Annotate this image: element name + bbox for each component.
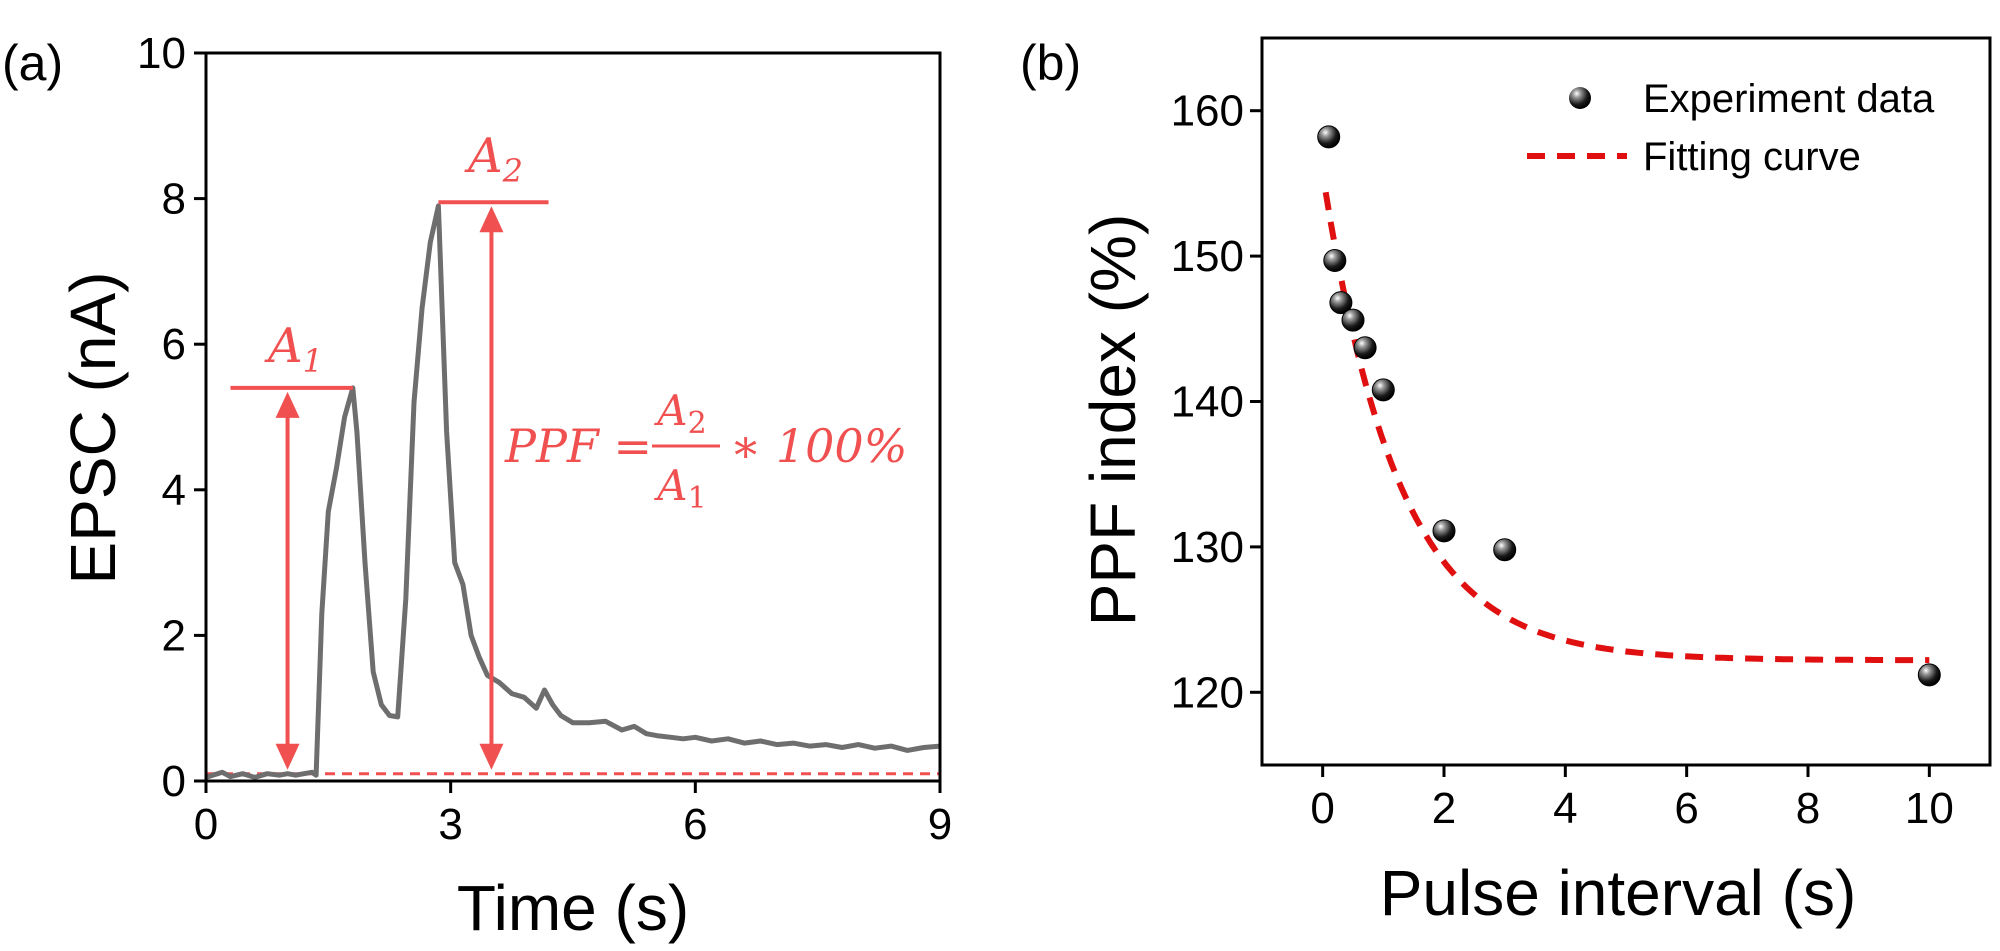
panel-b-xtick-label: 10 bbox=[1905, 784, 1954, 833]
formula-rhs: ∗ 100% bbox=[730, 419, 907, 473]
legend-marker-experiment bbox=[1569, 87, 1591, 109]
experiment-point bbox=[1432, 519, 1456, 543]
a1-label-base: A bbox=[264, 318, 303, 374]
panel-a-xtick-label: 3 bbox=[438, 800, 462, 849]
a1-label: A1 bbox=[264, 318, 323, 380]
a2-arrowhead-up bbox=[479, 206, 504, 233]
formula-numerator: A2 bbox=[653, 386, 706, 441]
legend-label-experiment: Experiment data bbox=[1643, 77, 1935, 121]
formula-den-sub: 1 bbox=[688, 481, 707, 516]
legend-label-fit: Fitting curve bbox=[1643, 135, 1861, 179]
panel-a-xlabel: Time (s) bbox=[457, 872, 689, 944]
panel-b-xtick-label: 8 bbox=[1796, 784, 1820, 833]
a2-label: A2 bbox=[464, 128, 523, 190]
panel-a-yticks: 0 2 4 6 8 10 bbox=[137, 29, 206, 806]
panel-a-xtick-label: 9 bbox=[928, 800, 952, 849]
panel-b: (b) 120 130 140 150 160 0 2 4 6 8 10 Pulse interv… bbox=[1020, 35, 1992, 929]
panel-b-xticks: 0 2 4 6 8 10 bbox=[1310, 765, 1954, 833]
panel-a-ytick-label: 4 bbox=[162, 466, 186, 515]
panel-b-ytick-label: 120 bbox=[1171, 668, 1244, 717]
panel-a-ytick-label: 10 bbox=[137, 29, 186, 78]
formula-num-sub: 2 bbox=[688, 406, 707, 441]
panel-b-xlabel: Pulse interval (s) bbox=[1380, 857, 1857, 929]
panel-b-xtick-label: 2 bbox=[1432, 784, 1456, 833]
ppf-formula: PPF = A2 A1 ∗ 100% bbox=[504, 386, 907, 516]
panel-b-xtick-label: 6 bbox=[1674, 784, 1698, 833]
panel-a-xtick-label: 6 bbox=[683, 800, 707, 849]
experiment-point bbox=[1329, 291, 1353, 315]
panel-b-label: (b) bbox=[1020, 35, 1081, 91]
panel-a-plot-frame bbox=[204, 51, 942, 783]
fitting-curve bbox=[1322, 191, 1930, 664]
experiment-points bbox=[1317, 125, 1941, 687]
panel-b-yticks: 120 130 140 150 160 bbox=[1171, 87, 1262, 717]
panel-b-ytick-label: 140 bbox=[1171, 378, 1244, 427]
annotation-a2: A2 bbox=[438, 128, 549, 770]
panel-b-ytick-label: 130 bbox=[1171, 523, 1244, 572]
formula-denominator: A1 bbox=[653, 461, 706, 516]
formula-den-base: A bbox=[653, 461, 687, 510]
a2-arrowhead-down bbox=[479, 743, 504, 770]
panel-b-ytick-label: 150 bbox=[1171, 232, 1244, 281]
panel-b-ylabel: PPF index (%) bbox=[1077, 214, 1149, 627]
panel-a-xtick-label: 0 bbox=[194, 800, 218, 849]
a1-arrowhead-up bbox=[275, 391, 300, 418]
panel-a-ytick-label: 0 bbox=[162, 757, 186, 806]
a1-label-sub: 1 bbox=[303, 342, 323, 380]
formula-lhs: PPF = bbox=[504, 419, 652, 473]
formula-num-base: A bbox=[653, 386, 687, 435]
a2-label-base: A bbox=[464, 128, 503, 184]
panel-a-ytick-label: 2 bbox=[162, 611, 186, 660]
panel-b-plot-frame bbox=[1260, 36, 1992, 767]
legend: Experiment data Fitting curve bbox=[1527, 77, 1935, 179]
experiment-point bbox=[1917, 663, 1941, 687]
panel-a-xticks: 0 3 6 9 bbox=[194, 781, 952, 849]
panel-b-ytick-label: 160 bbox=[1171, 87, 1244, 136]
panel-b-xtick-label: 0 bbox=[1310, 784, 1334, 833]
panel-a-ytick-label: 8 bbox=[162, 175, 186, 224]
experiment-point bbox=[1371, 378, 1395, 402]
panel-b-xtick-label: 4 bbox=[1553, 784, 1577, 833]
panel-a-ytick-label: 6 bbox=[162, 320, 186, 369]
panel-a-epsc-line bbox=[205, 203, 941, 780]
experiment-point bbox=[1341, 308, 1365, 332]
experiment-point bbox=[1353, 336, 1377, 360]
experiment-point bbox=[1317, 125, 1341, 149]
a1-arrowhead-down bbox=[275, 743, 300, 770]
annotation-a1: A1 bbox=[230, 318, 353, 770]
experiment-point bbox=[1323, 249, 1347, 272]
experiment-point bbox=[1493, 538, 1517, 562]
a2-label-sub: 2 bbox=[502, 152, 523, 190]
panel-a-ylabel: EPSC (nA) bbox=[57, 272, 129, 585]
panel-a-label: (a) bbox=[2, 35, 63, 91]
